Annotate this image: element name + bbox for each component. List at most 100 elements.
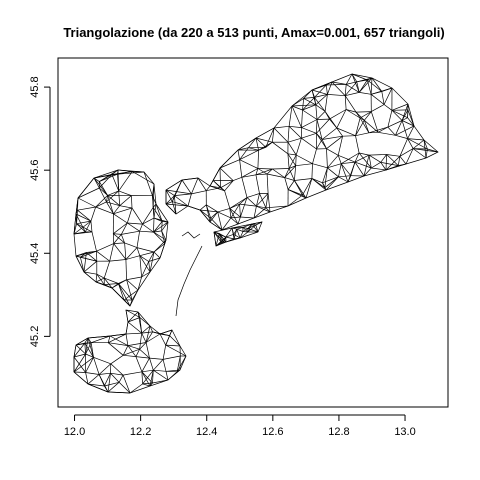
- mesh-edge: [359, 117, 370, 133]
- mesh-edge: [161, 230, 166, 244]
- mesh-edge: [107, 190, 119, 196]
- mesh-edge: [363, 120, 370, 133]
- mesh-edge: [288, 126, 302, 139]
- mesh-edge: [141, 369, 154, 373]
- mesh-edge: [344, 95, 347, 110]
- mesh-edge: [149, 357, 154, 371]
- mesh-edge: [259, 193, 267, 208]
- mesh-edge: [148, 257, 161, 262]
- mesh-edge: [124, 242, 138, 248]
- mesh-edge: [399, 148, 414, 157]
- mesh-edge: [337, 155, 342, 164]
- mesh-edge: [255, 168, 259, 175]
- mesh-edge: [109, 259, 126, 262]
- mesh-edge: [326, 135, 343, 149]
- mesh-edge: [385, 154, 387, 171]
- mesh-edge: [93, 357, 100, 375]
- mesh-edge: [314, 94, 328, 98]
- mesh-edge: [368, 131, 379, 134]
- mesh-edge: [149, 325, 153, 333]
- mesh-edge: [407, 138, 428, 150]
- mesh-edge: [87, 383, 105, 387]
- mesh-edge: [225, 233, 234, 238]
- mesh-edge: [397, 156, 401, 166]
- mesh-edge: [139, 333, 143, 350]
- mesh-edge: [113, 243, 127, 260]
- mesh-edge: [311, 81, 333, 91]
- mesh-edge: [386, 154, 400, 157]
- mesh-edge: [199, 209, 211, 219]
- mesh-edge: [287, 153, 297, 156]
- mesh-edge: [75, 344, 86, 355]
- mesh-edge: [148, 261, 151, 273]
- mesh-edge: [159, 333, 167, 346]
- mesh-edge: [209, 211, 218, 223]
- mesh-edge: [359, 111, 372, 119]
- mesh-edge: [359, 117, 365, 121]
- x-tick-label: 12.0: [64, 426, 85, 438]
- mesh-edge: [83, 271, 97, 283]
- mesh-edge: [241, 168, 259, 178]
- mesh-edge: [163, 355, 181, 360]
- mesh-edge: [237, 137, 257, 151]
- mesh-edge: [98, 363, 112, 375]
- mesh-edge: [355, 111, 372, 113]
- plot-title: Triangolazione (da 220 a 513 punti, Amax…: [63, 25, 444, 40]
- mesh-edge: [87, 335, 111, 339]
- mesh-edge: [123, 354, 136, 357]
- mesh-edge: [256, 205, 266, 209]
- mesh-edge: [153, 369, 167, 372]
- mesh-edge: [294, 178, 312, 181]
- mesh-edge: [257, 168, 273, 170]
- mesh-edge: [326, 84, 347, 86]
- mesh-edge: [247, 224, 257, 233]
- mesh-edge: [73, 371, 86, 373]
- mesh-edge: [127, 222, 143, 225]
- mesh-edge: [387, 120, 403, 128]
- mesh-edge: [95, 277, 105, 283]
- mesh-edge: [93, 173, 118, 179]
- mesh-edge: [423, 139, 428, 150]
- mesh-edge: [380, 161, 399, 166]
- mesh-edge: [76, 223, 93, 233]
- y-tick-label: 45.4: [29, 243, 41, 264]
- mesh-edge: [109, 333, 127, 337]
- mesh-edge: [153, 243, 166, 253]
- mesh-edge: [73, 371, 89, 385]
- mesh-edge: [341, 161, 356, 165]
- mesh-edge: [355, 117, 361, 136]
- mesh-edge: [345, 73, 353, 85]
- mesh-edge: [346, 109, 357, 113]
- mesh-edge: [174, 193, 192, 196]
- mesh-edge: [219, 233, 227, 243]
- mesh-edge: [385, 156, 401, 171]
- mesh-edge: [103, 373, 111, 387]
- mesh-edge: [316, 119, 318, 134]
- mesh-edge: [135, 356, 143, 372]
- mesh-edge: [302, 97, 315, 111]
- mesh-edge: [237, 216, 241, 225]
- mesh-edge: [125, 321, 129, 335]
- mesh-edge: [248, 147, 259, 151]
- mesh-edge: [131, 207, 143, 225]
- mesh-edge: [85, 357, 94, 373]
- mesh-edge: [121, 230, 140, 235]
- mesh-edge: [354, 161, 372, 169]
- mesh-edge: [240, 216, 255, 219]
- mesh-edge: [287, 137, 302, 143]
- mesh-edge: [380, 154, 387, 163]
- mesh-edge: [165, 189, 175, 196]
- mesh-edge: [161, 221, 169, 232]
- mesh-edge: [327, 81, 333, 95]
- mesh-edge: [106, 201, 120, 207]
- mesh-edge: [288, 105, 293, 127]
- mesh-edge: [351, 73, 368, 81]
- mesh-edge: [77, 197, 96, 208]
- mesh-edge: [325, 84, 328, 95]
- mesh-edge: [122, 374, 131, 394]
- mesh-edge: [386, 154, 399, 166]
- mesh-edge: [215, 233, 220, 247]
- mesh-edge: [251, 221, 263, 225]
- y-tick-label: 45.2: [29, 326, 41, 347]
- mesh-edge: [229, 208, 241, 218]
